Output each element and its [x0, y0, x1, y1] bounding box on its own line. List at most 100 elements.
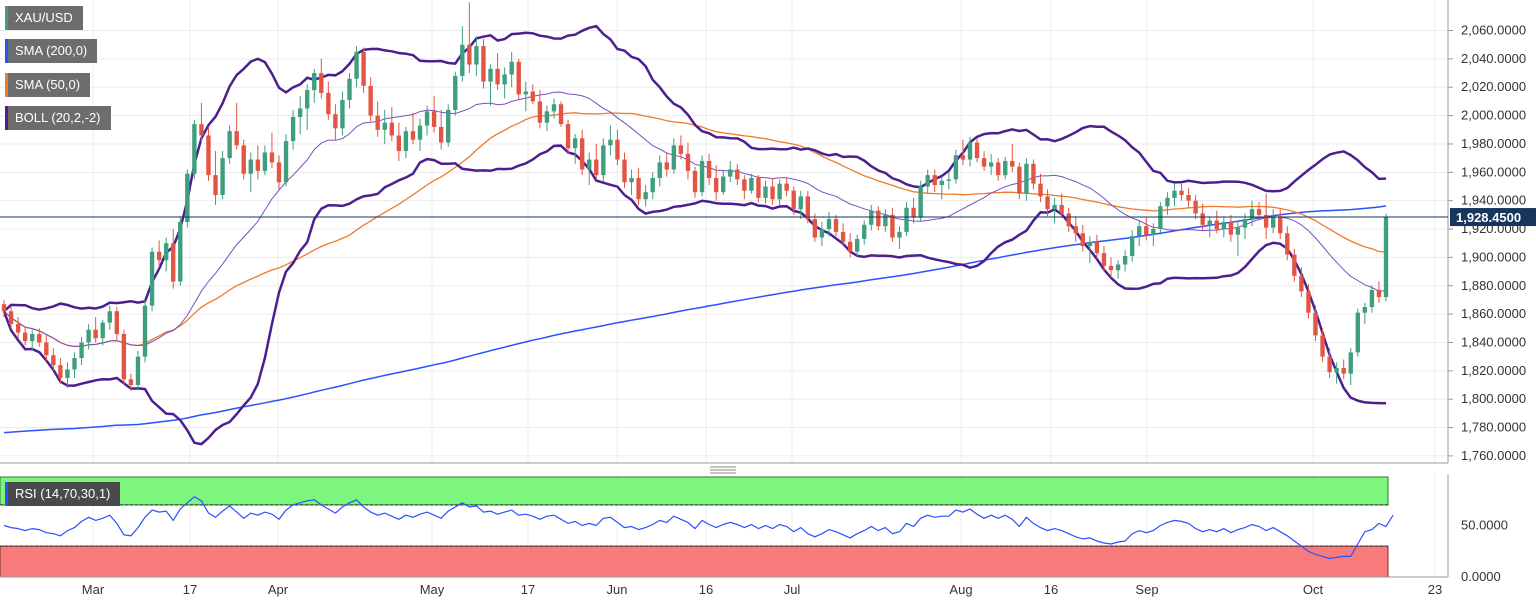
candle-body — [840, 231, 846, 242]
candle-body — [946, 179, 952, 181]
candle-body — [629, 177, 634, 183]
price-tick-label: 2,060.0000 — [1461, 23, 1526, 38]
candle-body — [453, 75, 458, 110]
candle — [495, 53, 500, 91]
candle — [1087, 236, 1093, 264]
candle-body — [981, 158, 987, 167]
candle — [721, 170, 726, 196]
candle-body — [854, 238, 860, 252]
candle — [51, 348, 56, 371]
candle — [333, 104, 338, 140]
candle-body — [1235, 227, 1241, 235]
candle-body — [297, 108, 303, 118]
candle-body — [1158, 206, 1163, 230]
candle-body — [671, 145, 677, 170]
candle — [100, 319, 105, 346]
rsi-tick-label: 0.0000 — [1461, 569, 1501, 584]
legend-rsi-label: RSI (14,70,30,1) — [15, 486, 111, 501]
candle-body — [805, 196, 811, 220]
candle-body — [847, 241, 853, 252]
candle — [1299, 267, 1304, 298]
candle-body — [185, 173, 190, 222]
candle — [1094, 234, 1100, 259]
rsi-line — [3, 495, 1394, 560]
candle — [1214, 210, 1219, 234]
candle-body — [1094, 241, 1100, 254]
candle — [149, 247, 155, 312]
date-tick-label: Jun — [607, 582, 628, 597]
candle-body — [255, 159, 261, 171]
candle-body — [1341, 367, 1346, 374]
candle-body — [1327, 356, 1332, 373]
candle-body — [1073, 226, 1078, 234]
candle-body — [706, 160, 712, 178]
candle — [354, 46, 359, 88]
candle — [1320, 328, 1325, 363]
legend-boll-swatch — [5, 106, 8, 130]
candle — [1313, 305, 1318, 342]
candle-body — [932, 175, 937, 186]
date-tick-label: 16 — [699, 582, 713, 597]
candle-body — [248, 159, 253, 174]
candle — [1235, 220, 1241, 256]
candle-body — [608, 139, 613, 146]
date-tick-label: 16 — [1044, 582, 1058, 597]
candle-body — [1144, 226, 1149, 235]
candle — [1158, 202, 1163, 235]
candle-body — [1087, 241, 1093, 247]
date-tick-label: Mar — [82, 582, 105, 597]
candle-body — [438, 126, 444, 143]
candle — [572, 134, 578, 164]
candle — [446, 104, 451, 147]
date-tick-label: 17 — [183, 582, 197, 597]
legend-boll[interactable]: BOLL (20,2,-2) — [5, 106, 111, 130]
candle — [587, 152, 592, 186]
legend-sma50[interactable]: SMA (50,0) — [5, 73, 91, 97]
date-axis-ticks: Mar 17 Apr May 17 Jun 16 Jul Aug 16 Sep Oct 23 — [82, 582, 1442, 597]
candle — [361, 47, 366, 93]
candle — [297, 95, 303, 135]
candle-body — [142, 305, 148, 357]
candle-body — [15, 324, 21, 333]
candle-body — [431, 111, 437, 127]
candle — [1186, 187, 1191, 208]
candle-body — [1348, 352, 1353, 374]
candle — [904, 202, 909, 237]
candle — [1066, 207, 1071, 232]
overlays: 1,928.4500 — [0, 208, 1536, 227]
candle-body — [1031, 163, 1036, 184]
candle — [1101, 246, 1107, 272]
legend-sma200[interactable]: SMA (200,0) — [5, 39, 98, 63]
candle — [1115, 260, 1121, 279]
candle-body — [657, 162, 662, 178]
candle — [121, 329, 127, 386]
legend-rsi[interactable]: RSI (14,70,30,1) — [5, 482, 121, 506]
candle-body — [502, 74, 507, 85]
legend-symbol[interactable]: XAU/USD — [5, 6, 83, 30]
candle — [410, 112, 416, 144]
candle — [685, 142, 691, 180]
candle — [142, 299, 148, 363]
candle-body — [93, 329, 98, 339]
candle — [833, 214, 839, 237]
candle-body — [128, 379, 134, 386]
candle-body — [1383, 217, 1389, 298]
candle-body — [1122, 255, 1128, 265]
candle-body — [925, 175, 930, 187]
candle — [756, 175, 761, 203]
candle — [199, 102, 204, 143]
candle-body — [149, 251, 155, 306]
candle-body — [833, 219, 839, 232]
rsi-overbought-zone — [0, 476, 1389, 506]
candle-body — [171, 243, 176, 282]
candle — [1052, 197, 1057, 224]
candle-body — [615, 139, 620, 160]
candle — [1306, 284, 1311, 319]
candle — [946, 172, 952, 190]
candle-body — [1010, 160, 1015, 167]
candle — [918, 180, 923, 222]
candle-body — [967, 142, 973, 160]
candle — [135, 350, 141, 390]
candle — [1193, 195, 1198, 220]
